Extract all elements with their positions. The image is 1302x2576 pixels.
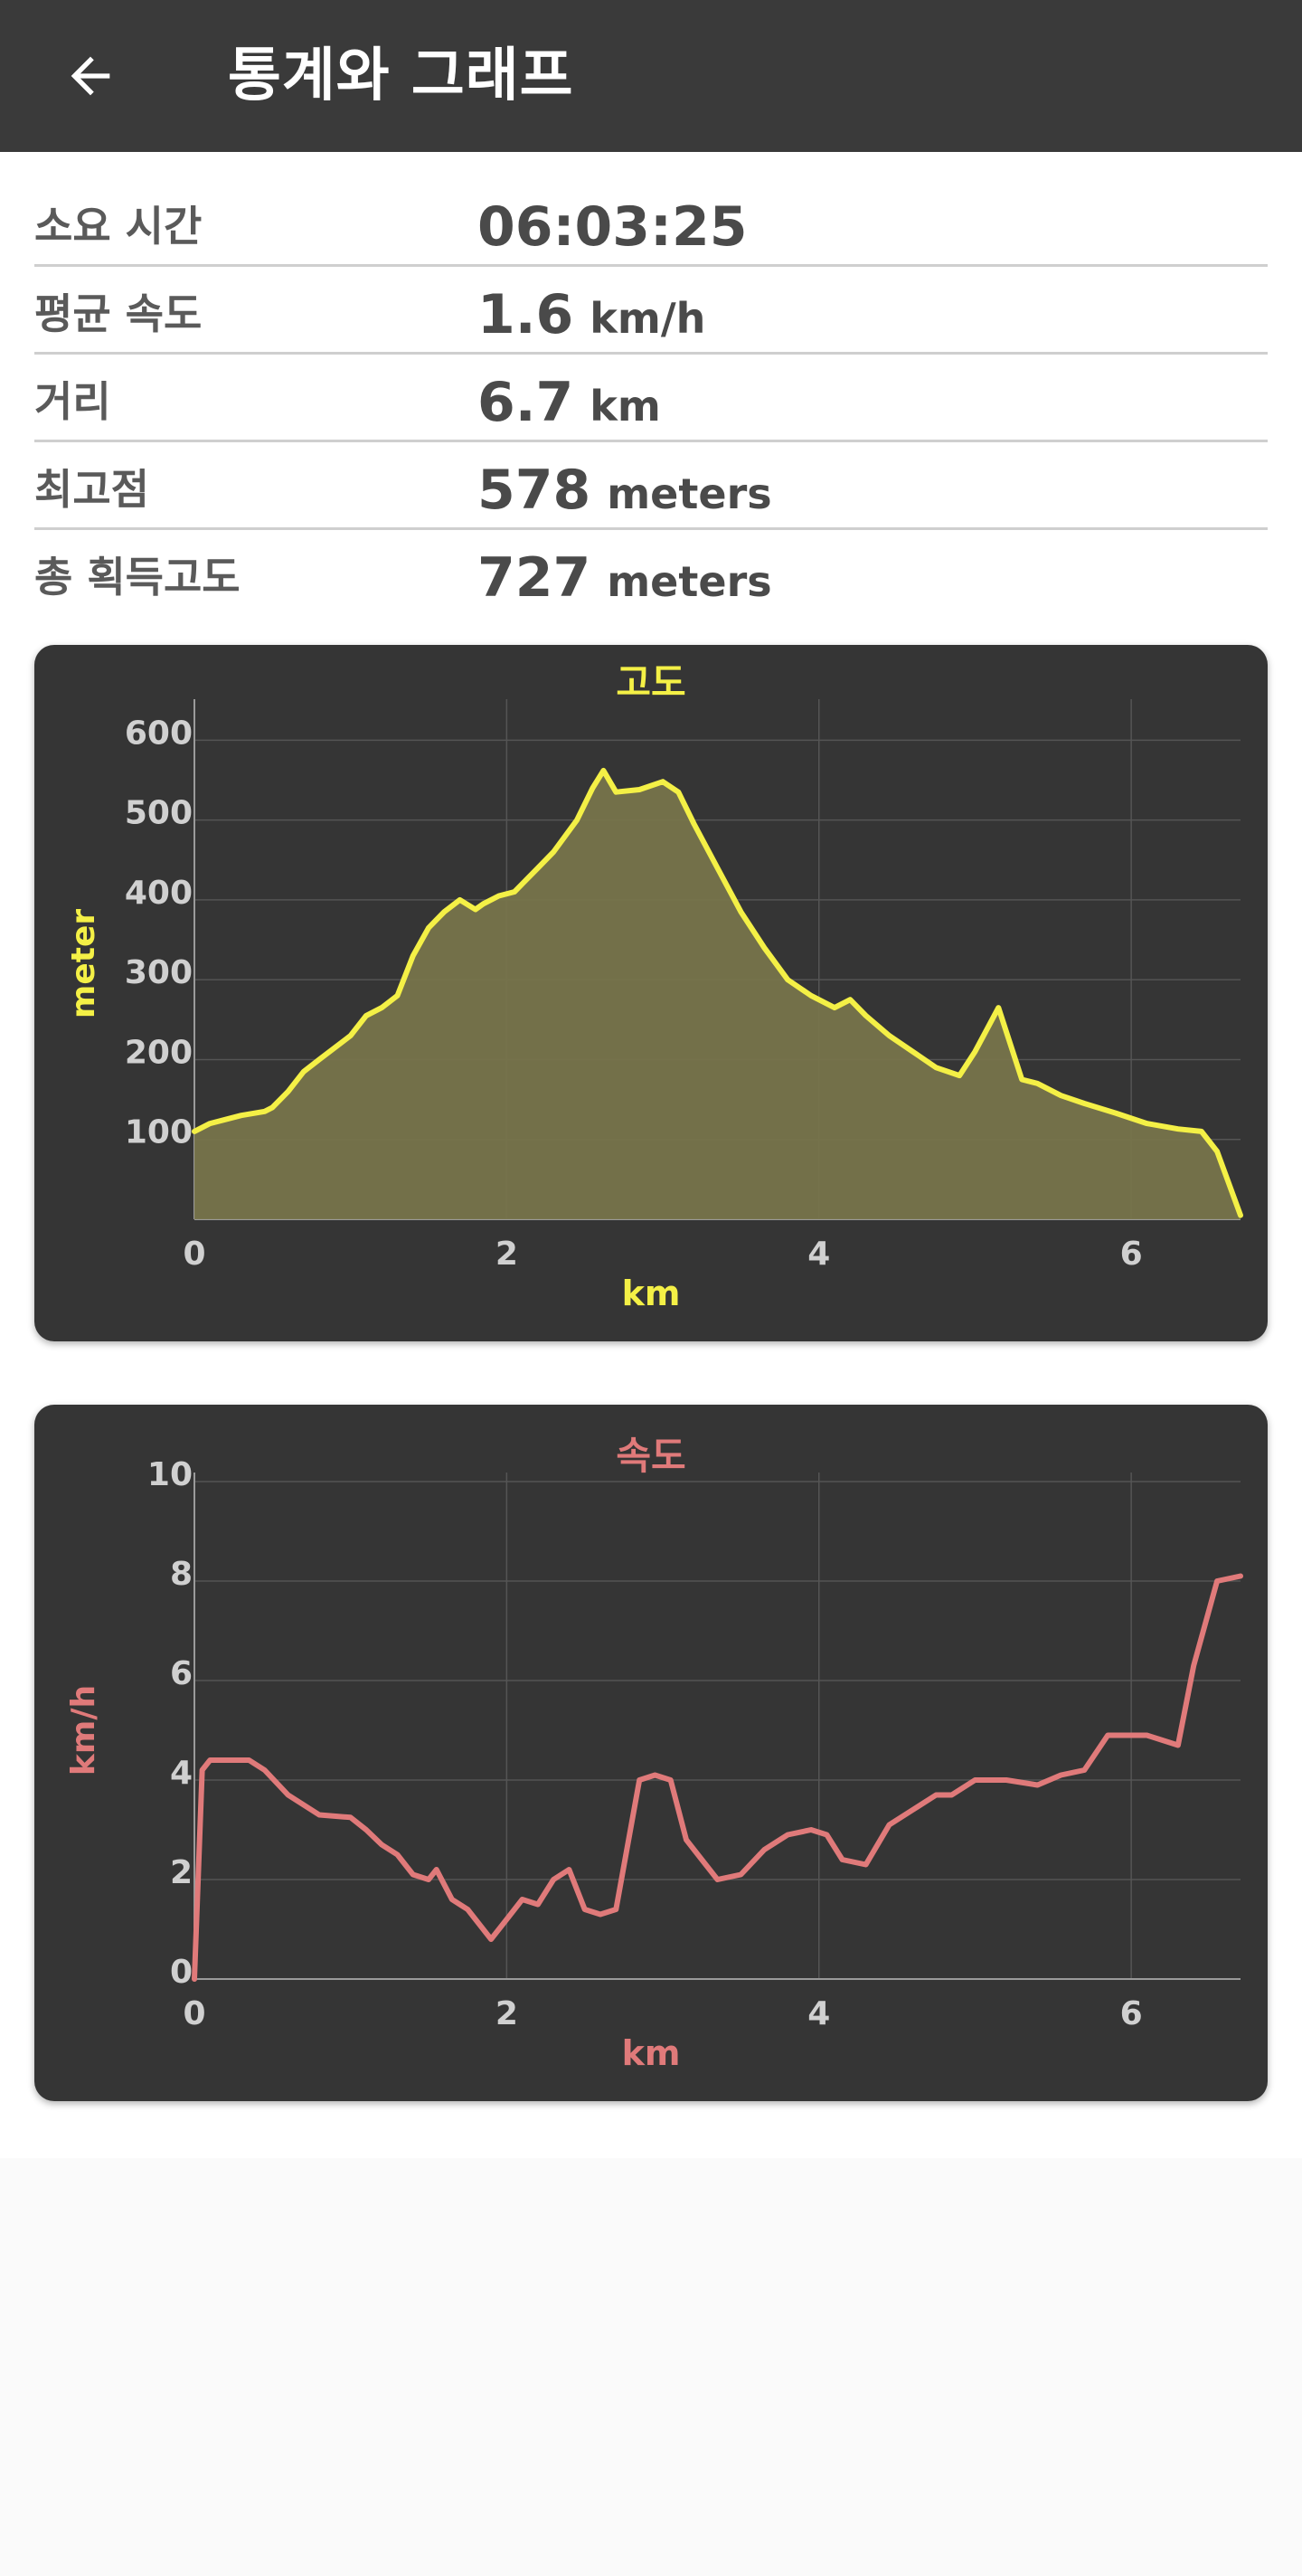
y-tick-label: 10 xyxy=(147,1456,193,1493)
speed-chart: 0 2 4 6 0 2 4 6 8 10 속도 km km/h xyxy=(65,1434,1243,2073)
page-title: 통계와 그래프 xyxy=(228,43,574,109)
y-tick-label: 200 xyxy=(125,1034,193,1071)
x-axis-label: km xyxy=(622,2033,681,2073)
speed-chart-card: 0 2 4 6 0 2 4 6 8 10 속도 km km/h xyxy=(34,1405,1268,2101)
stat-unit: meters xyxy=(607,557,772,606)
x-axis-label: km xyxy=(622,1274,681,1313)
stat-value: 06:03:25 xyxy=(477,195,747,259)
x-tick-label: 2 xyxy=(495,1995,518,2032)
y-tick-label: 8 xyxy=(170,1556,193,1593)
stat-unit: km/h xyxy=(590,294,706,343)
stat-row-distance: 거리 6.7 km xyxy=(34,355,1268,442)
x-tick-label: 0 xyxy=(183,1995,205,2032)
stat-number: 6.7 xyxy=(477,371,574,434)
speed-line xyxy=(192,1573,1243,1982)
app-bar: 통계와 그래프 xyxy=(0,0,1302,152)
stat-number: 06:03:25 xyxy=(477,195,748,259)
y-axis-label: km/h xyxy=(65,1685,102,1776)
x-tick-label: 4 xyxy=(807,1236,830,1273)
stat-label: 거리 xyxy=(34,377,111,426)
stats-content: 소요 시간 06:03:25 평균 속도 1.6 km/h 거리 6.7 km 최고… xyxy=(0,152,1302,2158)
stat-row-duration: 소요 시간 06:03:25 xyxy=(34,179,1268,267)
chart-title: 고도 xyxy=(616,660,685,705)
y-tick-label: 0 xyxy=(170,1954,193,1991)
y-tick-label: 300 xyxy=(125,954,193,991)
stat-number: 578 xyxy=(477,459,591,522)
stats-table: 소요 시간 06:03:25 평균 속도 1.6 km/h 거리 6.7 km 최고… xyxy=(34,179,1268,615)
stat-number: 1.6 xyxy=(477,283,574,346)
back-button[interactable] xyxy=(51,40,130,112)
elevation-chart: 0 2 4 6 100 200 300 400 500 600 고도 km meter xyxy=(65,660,1243,1313)
stat-row-avg-speed: 평균 속도 1.6 km/h xyxy=(34,267,1268,355)
x-tick-label: 2 xyxy=(495,1236,518,1273)
y-tick-label: 400 xyxy=(125,875,193,912)
stat-value: 578 meters xyxy=(477,459,772,522)
stat-unit: km xyxy=(590,382,661,431)
stat-label: 소요 시간 xyxy=(34,202,203,251)
stat-label: 총 획득고도 xyxy=(34,553,241,601)
y-tick-label: 500 xyxy=(125,795,193,832)
y-tick-label: 600 xyxy=(125,715,193,752)
stat-unit: meters xyxy=(607,469,772,518)
arrow-left-icon xyxy=(71,56,110,96)
elevation-line xyxy=(192,767,1243,1218)
x-tick-label: 4 xyxy=(807,1995,830,2032)
elevation-chart-card: 0 2 4 6 100 200 300 400 500 600 고도 km meter xyxy=(34,645,1268,1341)
x-tick-label: 6 xyxy=(1120,1995,1143,2032)
y-tick-label: 100 xyxy=(125,1114,193,1151)
y-tick-label: 6 xyxy=(170,1655,193,1692)
stat-row-elevation-gain: 총 획득고도 727 meters xyxy=(34,530,1268,615)
stat-label: 최고점 xyxy=(34,465,149,514)
x-tick-label: 6 xyxy=(1120,1236,1143,1273)
stat-row-highest-point: 최고점 578 meters xyxy=(34,442,1268,530)
stat-value: 6.7 km xyxy=(477,371,661,434)
stat-value: 1.6 km/h xyxy=(477,283,705,346)
y-tick-label: 4 xyxy=(170,1755,193,1792)
elevation-area-fill xyxy=(194,770,1241,1219)
x-tick-label: 0 xyxy=(183,1236,205,1273)
chart-title: 속도 xyxy=(616,1434,685,1478)
stat-label: 평균 속도 xyxy=(34,289,203,338)
stat-number: 727 xyxy=(477,546,591,610)
y-axis-label: meter xyxy=(65,909,102,1019)
stat-value: 727 meters xyxy=(477,546,772,610)
y-tick-label: 2 xyxy=(170,1854,193,1891)
empty-area xyxy=(0,2158,1302,2576)
